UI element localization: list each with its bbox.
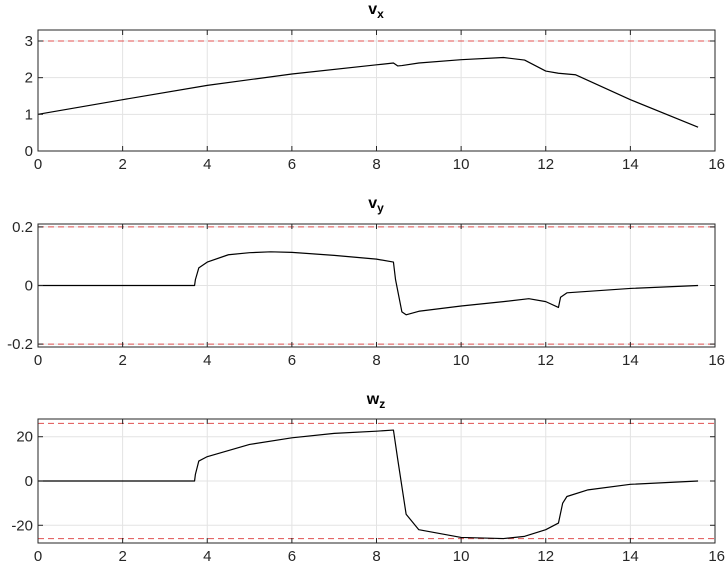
y-tick-label: -20 <box>11 517 33 534</box>
x-tick-label: 4 <box>203 352 211 369</box>
x-tick-label: 16 <box>708 548 725 565</box>
x-tick-label: 2 <box>118 352 126 369</box>
y-tick-label: 3 <box>25 33 33 50</box>
y-tick-label: 0 <box>25 473 33 490</box>
x-tick-label: 10 <box>453 352 470 369</box>
x-tick-label: 0 <box>34 352 42 369</box>
y-tick-label: -0.2 <box>7 336 33 353</box>
chart-vy: -0.200.2 0 2 4 6 8 10 12 14 16 vy <box>7 195 725 369</box>
x-tick-label: 6 <box>288 548 296 565</box>
x-tick-label: 8 <box>372 352 380 369</box>
x-tick-label: 4 <box>203 156 211 173</box>
series-line <box>37 56 699 128</box>
y-tick-label: 2 <box>25 70 33 87</box>
x-tick-label: 12 <box>537 352 554 369</box>
x-tick-label: 12 <box>537 548 554 565</box>
x-tick-label: 14 <box>622 156 639 173</box>
chart-title: vy <box>368 195 384 215</box>
x-tick-label: 6 <box>288 352 296 369</box>
x-tick-label: 6 <box>288 156 296 173</box>
x-tick-label: 2 <box>118 156 126 173</box>
x-tick-label: 10 <box>453 156 470 173</box>
x-tick-label: 0 <box>34 156 42 173</box>
x-tick-label: 14 <box>622 352 639 369</box>
x-tick-label: 16 <box>708 156 725 173</box>
x-tick-label: 12 <box>537 156 554 173</box>
y-tick-label: 0.2 <box>12 219 33 236</box>
y-tick-label: 20 <box>16 429 33 446</box>
x-tick-label: 10 <box>453 548 470 565</box>
chart-title: vx <box>368 1 384 21</box>
x-tick-label: 16 <box>708 352 725 369</box>
y-tick-label: 1 <box>25 106 33 123</box>
x-tick-label: 0 <box>34 548 42 565</box>
y-tick-label: 0 <box>25 143 33 160</box>
x-tick-label: 4 <box>203 548 211 565</box>
x-tick-label: 8 <box>372 548 380 565</box>
chart-title: wz <box>366 391 385 411</box>
x-tick-label: 2 <box>118 548 126 565</box>
x-tick-label: 14 <box>622 548 639 565</box>
x-tick-label: 8 <box>372 156 380 173</box>
series-line <box>38 429 699 540</box>
series-line <box>38 251 699 316</box>
y-tick-label: 0 <box>25 278 33 295</box>
